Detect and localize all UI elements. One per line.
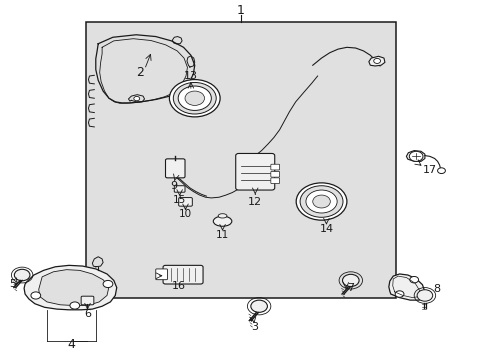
FancyBboxPatch shape	[270, 164, 279, 170]
Text: 5: 5	[9, 279, 17, 289]
Text: 16: 16	[171, 281, 185, 291]
Bar	[86, 22, 395, 298]
FancyBboxPatch shape	[81, 296, 94, 305]
Text: 14: 14	[319, 225, 333, 234]
Circle shape	[300, 186, 342, 217]
Text: 15: 15	[173, 195, 186, 205]
FancyBboxPatch shape	[156, 269, 167, 280]
Text: 12: 12	[247, 197, 262, 207]
Text: 13: 13	[183, 71, 198, 81]
FancyBboxPatch shape	[270, 171, 279, 177]
Circle shape	[173, 82, 216, 114]
Polygon shape	[24, 265, 117, 310]
FancyBboxPatch shape	[163, 265, 203, 284]
Circle shape	[103, 280, 113, 288]
Text: 10: 10	[179, 209, 192, 219]
FancyBboxPatch shape	[178, 198, 192, 206]
Text: 6: 6	[84, 309, 91, 319]
Circle shape	[408, 151, 422, 161]
Circle shape	[70, 302, 80, 309]
FancyBboxPatch shape	[174, 186, 184, 192]
Text: 9: 9	[170, 181, 177, 192]
Text: 11: 11	[216, 230, 229, 239]
Text: 4: 4	[67, 338, 75, 351]
Polygon shape	[388, 274, 424, 300]
Text: 8: 8	[433, 284, 440, 294]
Text: 3: 3	[250, 322, 257, 332]
Circle shape	[394, 291, 403, 297]
Circle shape	[437, 168, 445, 174]
Circle shape	[31, 292, 41, 299]
FancyBboxPatch shape	[235, 153, 274, 190]
Circle shape	[178, 86, 211, 111]
Text: 1: 1	[236, 4, 244, 17]
Circle shape	[134, 96, 140, 101]
FancyBboxPatch shape	[165, 159, 184, 178]
Circle shape	[184, 91, 204, 105]
Circle shape	[342, 274, 358, 287]
Circle shape	[296, 183, 346, 220]
Ellipse shape	[213, 216, 231, 226]
Ellipse shape	[218, 214, 226, 218]
Circle shape	[14, 269, 30, 281]
Circle shape	[169, 80, 220, 117]
FancyBboxPatch shape	[270, 178, 279, 184]
Polygon shape	[39, 270, 109, 306]
Polygon shape	[368, 56, 384, 66]
Text: 7: 7	[346, 283, 354, 293]
Circle shape	[409, 276, 418, 283]
Text: 17: 17	[422, 165, 436, 175]
Text: 2: 2	[136, 66, 143, 79]
Circle shape	[250, 300, 267, 312]
Circle shape	[416, 290, 432, 301]
Circle shape	[305, 190, 336, 213]
Polygon shape	[406, 150, 424, 161]
Circle shape	[312, 195, 330, 208]
Circle shape	[373, 58, 380, 63]
